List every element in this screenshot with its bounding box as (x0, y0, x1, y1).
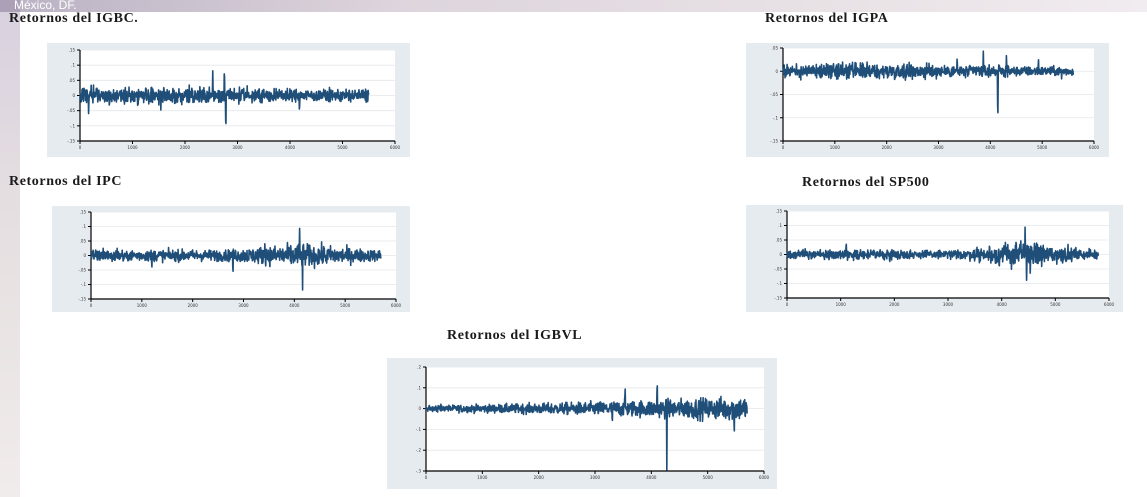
chart-title-ipc: Retornos del IPC (9, 174, 123, 189)
x-tick-label: 5000 (703, 475, 714, 480)
x-tick-label: 4000 (285, 145, 296, 150)
series-line (425, 385, 748, 471)
y-tick-label: -.1 (777, 281, 783, 286)
x-tick-label: 4000 (289, 303, 300, 308)
y-tick-label: -.05 (770, 92, 778, 97)
y-tick-label: .05 (80, 239, 87, 244)
y-tick-label: .05 (772, 46, 779, 51)
y-tick-label: -.15 (774, 296, 782, 301)
x-tick-label: 0 (782, 145, 785, 150)
chart-panel-igpa: -.15 -.1 -.05 0 .05 0 1000 2000 3000 4000 5000 6000 (746, 43, 1109, 157)
y-tick-label: .15 (80, 210, 87, 215)
y-tick-label: -.15 (770, 139, 778, 144)
y-tick-label: 0 (779, 252, 782, 257)
y-tick-label: .2 (417, 365, 421, 370)
y-tick-label: 0 (72, 93, 75, 98)
x-tick-label: 0 (786, 302, 789, 307)
chart-title-igpa: Retornos del IGPA (765, 11, 889, 26)
y-tick-label: .1 (71, 63, 75, 68)
x-tick-label: 1000 (477, 475, 488, 480)
chart-title-igbvl: Retornos del IGBVL (447, 328, 583, 343)
y-tick-label: -.15 (67, 139, 75, 144)
background-left-strip (0, 0, 20, 497)
y-tick-label: -.1 (70, 123, 76, 128)
chart-panel-sp500: -.15 -.1 -.05 0 .05 .1 .15 0 1000 2000 3000 4000 500… (746, 205, 1123, 312)
y-tick-label: -.3 (416, 469, 422, 474)
x-tick-label: 6000 (1089, 145, 1100, 150)
y-tick-label: 0 (775, 69, 778, 74)
x-tick-label: 6000 (1104, 302, 1115, 307)
y-tick-label: .1 (778, 223, 782, 228)
chart-svg: -.3 -.2 -.1 0 .1 .2 0 1000 2000 3000 4000 5000 6000 (416, 365, 770, 481)
chart-panel-igbvl: -.3 -.2 -.1 0 .1 .2 0 1000 2000 3000 4000 5000 6000 (387, 358, 777, 489)
x-tick-label: 6000 (759, 475, 770, 480)
series-line (79, 70, 370, 125)
series-line (782, 50, 1075, 114)
y-tick-label: -.05 (78, 268, 86, 273)
x-tick-label: 0 (425, 475, 428, 480)
x-tick-label: 6000 (391, 303, 402, 308)
x-tick-label: 3000 (943, 302, 954, 307)
y-tick-label: .15 (69, 48, 76, 53)
y-tick-label: -.15 (78, 297, 86, 302)
chart-panel-igbc: -.15 -.1 -.05 0 .05 .1 .15 0 1000 2000 3000 4000 500… (47, 43, 410, 157)
x-tick-label: 4000 (646, 475, 657, 480)
y-tick-label: 0 (418, 406, 421, 411)
x-tick-label: 3000 (590, 475, 601, 480)
y-tick-label: .1 (82, 224, 86, 229)
x-tick-label: 2000 (882, 145, 893, 150)
x-tick-label: 0 (79, 145, 82, 150)
x-tick-label: 4000 (997, 302, 1008, 307)
x-tick-label: 1000 (830, 145, 841, 150)
x-tick-label: 1000 (836, 302, 847, 307)
x-tick-label: 2000 (180, 145, 191, 150)
x-tick-label: 1000 (137, 303, 148, 308)
x-tick-label: 5000 (340, 303, 351, 308)
x-tick-label: 2000 (534, 475, 545, 480)
y-tick-label: -.05 (67, 108, 75, 113)
x-tick-label: 5000 (337, 145, 348, 150)
y-tick-label: -.05 (774, 267, 782, 272)
y-tick-label: .05 (776, 238, 783, 243)
chart-svg: -.15 -.1 -.05 0 .05 .1 .15 0 1000 2000 3000 4000 500… (774, 209, 1115, 308)
x-tick-label: 4000 (985, 145, 996, 150)
chart-svg: -.15 -.1 -.05 0 .05 .1 .15 0 1000 2000 3000 4000 500… (78, 210, 402, 309)
x-tick-label: 3000 (238, 303, 249, 308)
y-tick-label: -.2 (416, 448, 422, 453)
x-tick-label: 2000 (188, 303, 199, 308)
y-tick-label: -.1 (81, 282, 87, 287)
y-tick-label: .1 (417, 385, 421, 390)
plot-area (426, 367, 764, 471)
y-tick-label: -.1 (416, 427, 422, 432)
slide-header-text: México, DF. (14, 0, 77, 12)
y-tick-label: -.1 (773, 115, 779, 120)
chart-title-sp500: Retornos del SP500 (802, 175, 930, 190)
series-line (90, 227, 382, 291)
y-tick-label: 0 (83, 253, 86, 258)
chart-svg: -.15 -.1 -.05 0 .05 0 1000 2000 3000 4000 5000 6000 (770, 46, 1100, 151)
x-tick-label: 3000 (933, 145, 944, 150)
y-tick-label: .05 (69, 78, 76, 83)
x-tick-label: 5000 (1037, 145, 1048, 150)
background-top-strip (0, 0, 1147, 12)
x-tick-label: 6000 (390, 145, 401, 150)
x-tick-label: 1000 (127, 145, 138, 150)
x-tick-label: 5000 (1050, 302, 1061, 307)
x-tick-label: 2000 (889, 302, 900, 307)
x-tick-label: 0 (90, 303, 93, 308)
chart-panel-ipc: -.15 -.1 -.05 0 .05 .1 .15 0 1000 2000 3000 4000 500… (52, 206, 410, 312)
chart-title-igbc: Retornos del IGBC. (9, 11, 139, 26)
series-line (786, 226, 1100, 282)
chart-svg: -.15 -.1 -.05 0 .05 .1 .15 0 1000 2000 3000 4000 500… (67, 48, 401, 151)
y-tick-label: .15 (776, 209, 783, 214)
x-tick-label: 3000 (232, 145, 243, 150)
